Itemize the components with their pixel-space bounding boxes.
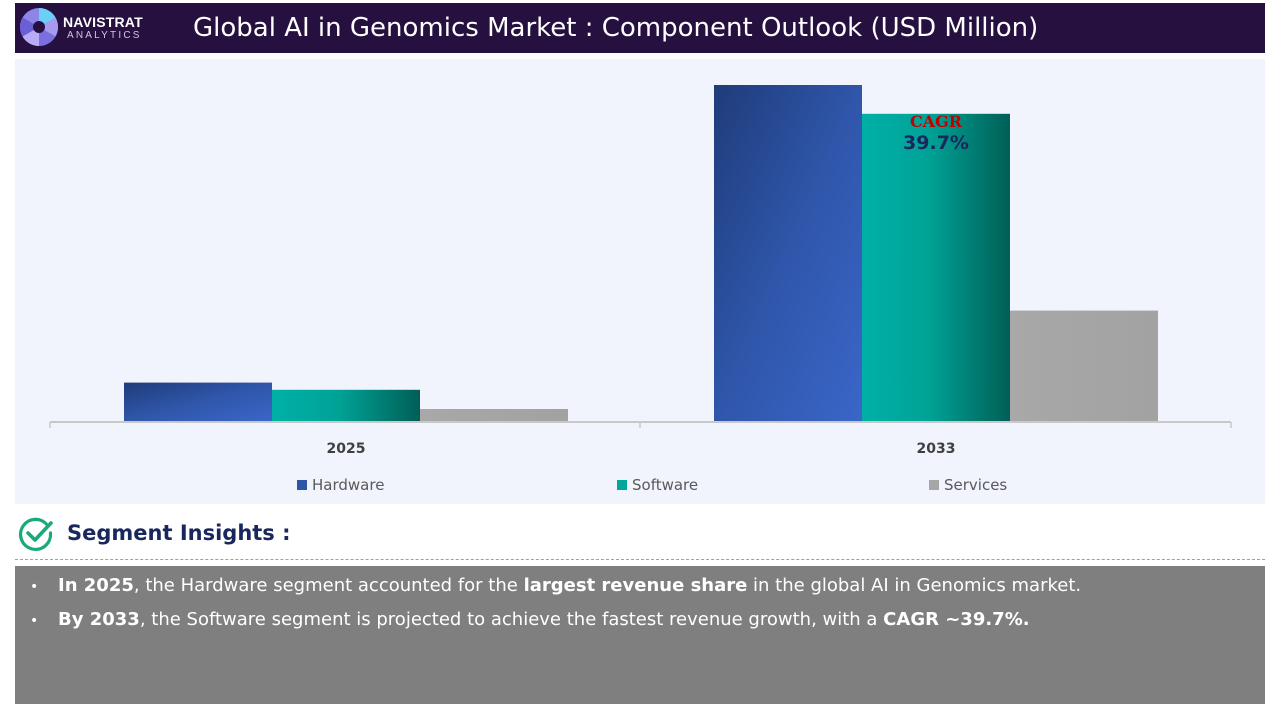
legend-swatch-software <box>617 480 627 490</box>
logo-wheel-icon <box>19 7 59 47</box>
legend-label-services: Services <box>944 476 1007 494</box>
cagr-label: CAGR <box>910 112 963 131</box>
insight-bullet-2: • By 2033, the Software segment is projec… <box>30 609 1030 630</box>
insights-heading: Segment Insights : <box>67 521 291 545</box>
divider <box>15 559 1265 560</box>
legend-swatch-hardware <box>297 480 307 490</box>
insight-text-segment: CAGR ~39.7%. <box>883 609 1030 630</box>
company-logo: NAVISTRAT ANALYTICS <box>17 5 157 51</box>
bar-chart: 2025 2033 CAGR 39.7% Hardware Software Serv… <box>49 85 1232 494</box>
legend-swatch-services <box>929 480 939 490</box>
insights-header: Segment Insights : <box>15 512 1265 558</box>
insights-panel: • In 2025, the Hardware segment accounted… <box>15 566 1265 704</box>
insight-text-segment: in the global AI in Genomics market. <box>747 575 1082 596</box>
bar-hardware-2025 <box>124 382 272 421</box>
bullet-dot: • <box>30 579 39 595</box>
bar-hardware-2033 <box>714 85 862 421</box>
bar-services-2033 <box>1010 310 1158 421</box>
cagr-value: 39.7% <box>903 132 969 154</box>
page-title: Global AI in Genomics Market : Component… <box>193 13 1039 43</box>
bar-services-2025 <box>420 409 568 421</box>
insight-text-segment: , the Hardware segment accounted for the <box>133 575 524 596</box>
insight-text-segment: In 2025 <box>58 575 134 596</box>
legend-label-software: Software <box>632 476 698 494</box>
x-tick-label-2025: 2025 <box>327 441 366 457</box>
header-bar: NAVISTRAT ANALYTICS Global AI in Genomic… <box>15 3 1265 53</box>
logo-subtitle: ANALYTICS <box>67 30 142 41</box>
x-tick-label-2033: 2033 <box>917 441 956 457</box>
insight-text-segment: , the Software segment is projected to a… <box>139 609 884 630</box>
insight-text-segment: largest revenue share <box>523 575 748 596</box>
logo-name: NAVISTRAT <box>63 14 143 30</box>
chart-panel: 2025 2033 CAGR 39.7% Hardware Software Serv… <box>15 59 1265 504</box>
check-circle-icon <box>18 517 53 551</box>
bullet-dot: • <box>30 613 39 629</box>
insight-bullet-1: • In 2025, the Hardware segment accounted… <box>30 575 1081 596</box>
bar-software-2033 <box>862 113 1010 422</box>
legend-label-hardware: Hardware <box>312 476 384 494</box>
insight-text-segment: By 2033 <box>58 609 140 630</box>
bar-software-2025 <box>272 389 420 421</box>
